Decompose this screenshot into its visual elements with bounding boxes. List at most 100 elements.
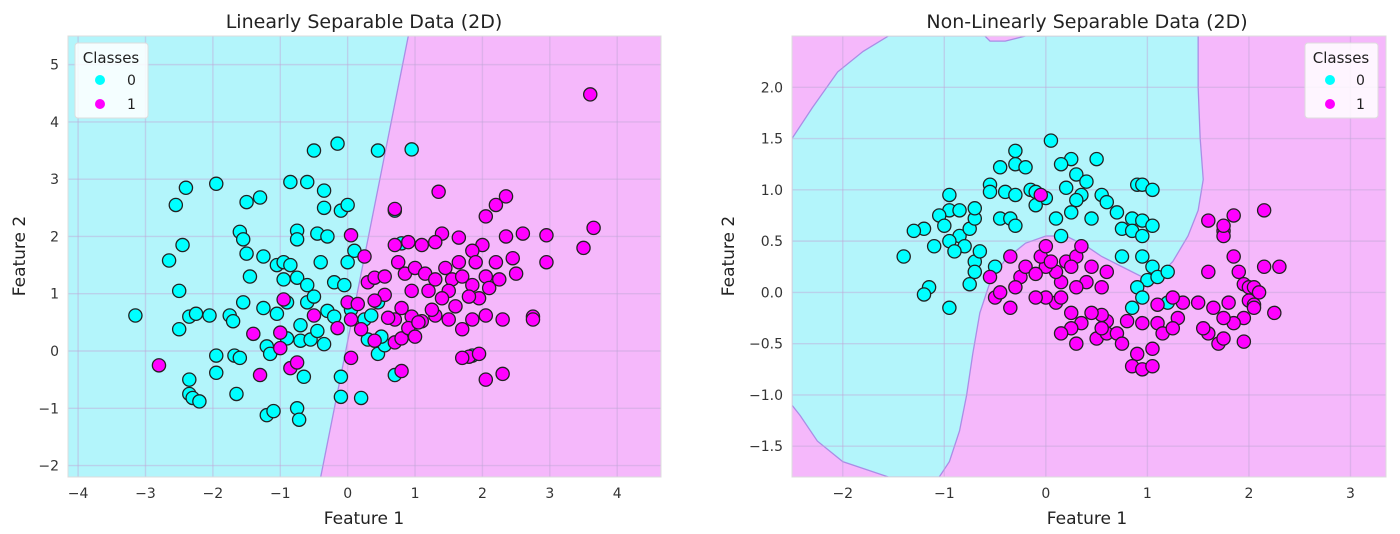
point-class-0 bbox=[937, 218, 952, 233]
point-class-1 bbox=[394, 363, 409, 379]
x-tick-labels: −4 −3 −2 −1 0 1 2 3 4 bbox=[68, 486, 622, 502]
point-class-1 bbox=[343, 350, 359, 366]
point-class-0 bbox=[916, 287, 932, 302]
point-class-1 bbox=[394, 300, 409, 316]
point-class-1 bbox=[1033, 187, 1049, 203]
point-class-0 bbox=[266, 403, 281, 419]
y-tick-label: 1.5 bbox=[761, 132, 783, 148]
point-class-1 bbox=[1069, 336, 1084, 351]
point-class-0 bbox=[962, 276, 977, 292]
point-class-1 bbox=[454, 321, 470, 337]
y-tick-label: 2.0 bbox=[761, 80, 783, 96]
point-class-1 bbox=[1221, 295, 1236, 310]
y-tick-label: 1.0 bbox=[761, 183, 783, 199]
point-class-1 bbox=[1135, 315, 1150, 331]
point-class-1 bbox=[1216, 218, 1231, 233]
point-class-1 bbox=[1145, 358, 1160, 374]
point-class-1 bbox=[1129, 346, 1145, 362]
point-class-0 bbox=[1124, 300, 1140, 316]
y-tick-labels: −1.5 −1.0 −0.5 0.0 0.5 1.0 1.5 2.0 bbox=[749, 80, 783, 455]
point-class-0 bbox=[1089, 151, 1104, 167]
point-class-0 bbox=[320, 229, 335, 244]
point-class-1 bbox=[367, 293, 382, 308]
legend-label-class-1: 1 bbox=[1356, 97, 1365, 113]
point-class-1 bbox=[495, 366, 510, 382]
point-class-0 bbox=[1053, 156, 1069, 172]
x-axis-label: Feature 1 bbox=[1047, 509, 1127, 529]
point-class-0 bbox=[333, 389, 349, 405]
point-class-0 bbox=[188, 306, 204, 322]
point-class-1 bbox=[478, 372, 494, 387]
point-class-1 bbox=[428, 234, 443, 250]
point-class-1 bbox=[508, 266, 524, 281]
point-class-1 bbox=[343, 228, 359, 243]
point-class-1 bbox=[1256, 259, 1272, 275]
point-class-1 bbox=[1053, 326, 1069, 341]
point-class-0 bbox=[192, 394, 207, 409]
x-tick-label: −2 bbox=[203, 486, 224, 502]
point-class-1 bbox=[1272, 259, 1287, 275]
x-tick-label: −3 bbox=[135, 486, 156, 502]
y-tick-label: 1 bbox=[50, 287, 59, 303]
point-class-0 bbox=[128, 308, 143, 323]
legend-title: Classes bbox=[83, 49, 140, 67]
point-class-1 bbox=[404, 283, 419, 299]
point-class-1 bbox=[451, 230, 467, 245]
x-tick-label: 0 bbox=[343, 486, 352, 502]
x-tick-label: −4 bbox=[68, 486, 89, 502]
point-class-1 bbox=[478, 209, 494, 224]
point-class-0 bbox=[1053, 228, 1069, 244]
point-class-1 bbox=[1201, 264, 1216, 280]
point-class-0 bbox=[299, 174, 315, 190]
point-class-0 bbox=[239, 194, 254, 210]
point-class-0 bbox=[310, 323, 325, 339]
point-class-1 bbox=[515, 226, 531, 241]
x-tick-label: 4 bbox=[613, 486, 622, 502]
point-class-1 bbox=[1246, 300, 1262, 316]
point-class-1 bbox=[1236, 334, 1252, 349]
point-class-1 bbox=[488, 197, 504, 213]
point-class-1 bbox=[1063, 259, 1079, 275]
point-class-1 bbox=[1003, 249, 1018, 264]
point-class-1 bbox=[1226, 208, 1241, 223]
point-class-0 bbox=[256, 249, 271, 264]
point-class-0 bbox=[340, 254, 355, 270]
point-class-1 bbox=[1206, 300, 1221, 316]
point-class-0 bbox=[1135, 249, 1150, 264]
point-class-0 bbox=[175, 237, 190, 253]
point-class-0 bbox=[967, 201, 983, 216]
y-tick-label: 5 bbox=[50, 58, 59, 74]
point-class-0 bbox=[235, 232, 251, 247]
point-class-1 bbox=[421, 283, 436, 299]
legend-marker-class-0 bbox=[1325, 75, 1335, 85]
point-class-0 bbox=[293, 317, 308, 333]
point-class-0 bbox=[171, 283, 187, 299]
chart-linear: −4 −3 −2 −1 0 1 2 3 4 −2 −1 0 1 2 3 4 5 Linearly Separa… bbox=[10, 11, 662, 529]
point-class-0 bbox=[276, 272, 291, 287]
point-class-0 bbox=[1114, 249, 1130, 264]
point-class-1 bbox=[1018, 259, 1033, 275]
point-class-1 bbox=[454, 350, 470, 366]
point-class-1 bbox=[525, 312, 541, 327]
legend-marker-class-1 bbox=[95, 99, 105, 109]
point-class-0 bbox=[1084, 211, 1099, 226]
chart-title: Linearly Separable Data (2D) bbox=[226, 11, 503, 33]
point-class-0 bbox=[896, 249, 911, 264]
point-class-1 bbox=[1231, 264, 1247, 280]
point-class-1 bbox=[424, 302, 440, 318]
point-class-0 bbox=[182, 372, 197, 387]
point-class-1 bbox=[1256, 203, 1272, 218]
point-class-1 bbox=[492, 272, 507, 287]
point-class-0 bbox=[171, 321, 187, 337]
point-class-0 bbox=[283, 174, 298, 190]
point-class-1 bbox=[401, 234, 416, 250]
chart-title: Non-Linearly Separable Data (2D) bbox=[926, 11, 1247, 33]
point-class-0 bbox=[252, 190, 268, 205]
point-class-0 bbox=[1145, 218, 1160, 233]
point-class-0 bbox=[942, 300, 957, 316]
point-class-1 bbox=[151, 358, 167, 373]
point-class-1 bbox=[414, 237, 430, 253]
point-class-0 bbox=[313, 254, 328, 270]
grid-lines bbox=[792, 36, 1386, 477]
